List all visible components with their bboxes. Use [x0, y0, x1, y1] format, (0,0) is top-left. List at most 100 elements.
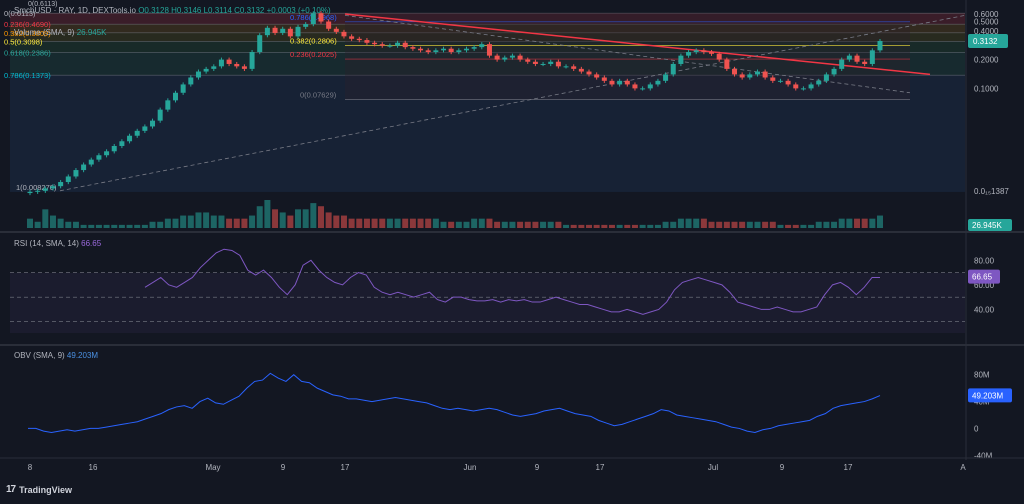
fib-top-label: 0(0.6113) [28, 1, 58, 8]
volume-bar [823, 221, 830, 228]
rsi-label: RSI (14, SMA, 14) [14, 239, 79, 248]
candle-body [249, 52, 255, 69]
candle-body [471, 47, 477, 49]
candle-body [180, 84, 186, 93]
volume-bar [264, 200, 271, 228]
volume-bar [593, 224, 600, 228]
volume-bar [226, 218, 233, 228]
candle-body [104, 151, 110, 156]
volume-bar [65, 221, 72, 228]
volume-bar [241, 218, 248, 228]
candle-body [218, 59, 224, 67]
obv-axis-tick: 0 [974, 424, 979, 433]
volume-bar [440, 221, 447, 228]
volume-bar [425, 218, 432, 228]
volume-bar [57, 218, 64, 228]
candle-body [433, 50, 439, 53]
volume-legend[interactable]: Volume (SMA, 9) 26.945K [14, 28, 107, 37]
volume-bar [302, 209, 309, 228]
candle-body [709, 52, 715, 54]
obv-legend[interactable]: OBV (SMA, 9) 49.203M [14, 351, 98, 360]
candle-body [456, 50, 462, 53]
candle-body [50, 186, 56, 189]
candle-body [203, 68, 209, 72]
candle-body [356, 38, 362, 41]
rsi-axis-tick: 40.00 [974, 305, 995, 314]
volume-bar [662, 221, 669, 228]
price-pane: 0(0.6113) 0.236(0.4690)0.382(0.3809)0.5(0… [4, 9, 966, 228]
candle-body [234, 63, 240, 67]
volume-bar [402, 218, 409, 228]
volume-bar [210, 215, 217, 228]
volume-bar [34, 221, 41, 228]
obv-axis-tick: 80M [974, 371, 990, 380]
candle-body [195, 71, 201, 78]
candle-body [65, 176, 71, 183]
volume-bar [95, 224, 102, 228]
volume-bar [317, 206, 324, 228]
fib-level-label: 0.236(0.4690) [4, 20, 51, 29]
volume-bar [80, 224, 87, 228]
rsi-axis-tick: 80.00 [974, 256, 995, 265]
candle-body [96, 155, 102, 160]
candle-body [479, 44, 485, 48]
volume-bar [111, 224, 118, 228]
rsi-legend[interactable]: RSI (14, SMA, 14) 66.65 [14, 239, 101, 248]
candle-body [724, 59, 730, 69]
candle-body [555, 61, 561, 67]
time-axis-tick: 17 [596, 463, 605, 472]
fib-box [345, 13, 910, 100]
candle-body [463, 48, 469, 51]
candle-body [509, 55, 515, 58]
volume-bar [325, 212, 332, 228]
tradingview-brand[interactable]: 17 TradingView [6, 484, 72, 495]
volume-bar [716, 221, 723, 228]
candle-body [869, 50, 875, 64]
candle-body [800, 88, 806, 90]
rsi-tag-label: 66.65 [972, 273, 993, 282]
candle-body [287, 28, 293, 37]
volume-bar [708, 221, 715, 228]
volume-bar [647, 224, 654, 228]
candle-body [525, 59, 531, 62]
volume-bar [348, 218, 355, 228]
candle-body [333, 28, 339, 32]
volume-bar [815, 221, 822, 228]
volume-bar [118, 224, 125, 228]
volume-bar [448, 221, 455, 228]
volume-bar [700, 218, 707, 228]
tradingview-logo-icon: 17 [6, 484, 16, 495]
volume-bar [777, 224, 784, 228]
volume-bar [310, 203, 317, 228]
candle-body [310, 13, 316, 25]
volume-bar [509, 221, 516, 228]
candle-body [762, 71, 768, 78]
volume-bar [486, 218, 493, 228]
volume-bar [233, 218, 240, 228]
candle-body [211, 66, 217, 69]
fib-zone [10, 52, 965, 76]
candle-body [395, 42, 401, 46]
candle-body [609, 80, 615, 85]
candle-body [35, 190, 41, 192]
candle-body [27, 191, 33, 194]
candle-body [647, 84, 653, 89]
obv-value: 49.203M [66, 351, 99, 360]
volume-bar [524, 221, 531, 228]
volume-bar [218, 215, 225, 228]
candle-body [846, 55, 852, 60]
candle-body [272, 27, 278, 33]
last-price-label: 0.3132 [973, 37, 998, 46]
volume-bar [639, 224, 646, 228]
volume-bar [340, 215, 347, 228]
time-axis-tick: 16 [89, 463, 98, 472]
volume-bar [126, 224, 133, 228]
volume-bar [333, 215, 340, 228]
candle-body [425, 50, 431, 53]
volume-bar [616, 224, 623, 228]
price-axis-tick: 0.5000 [974, 18, 999, 27]
fib-box-label: 0.236(0.2025) [290, 50, 337, 59]
candle-body [586, 71, 592, 75]
candle-body [111, 145, 117, 152]
